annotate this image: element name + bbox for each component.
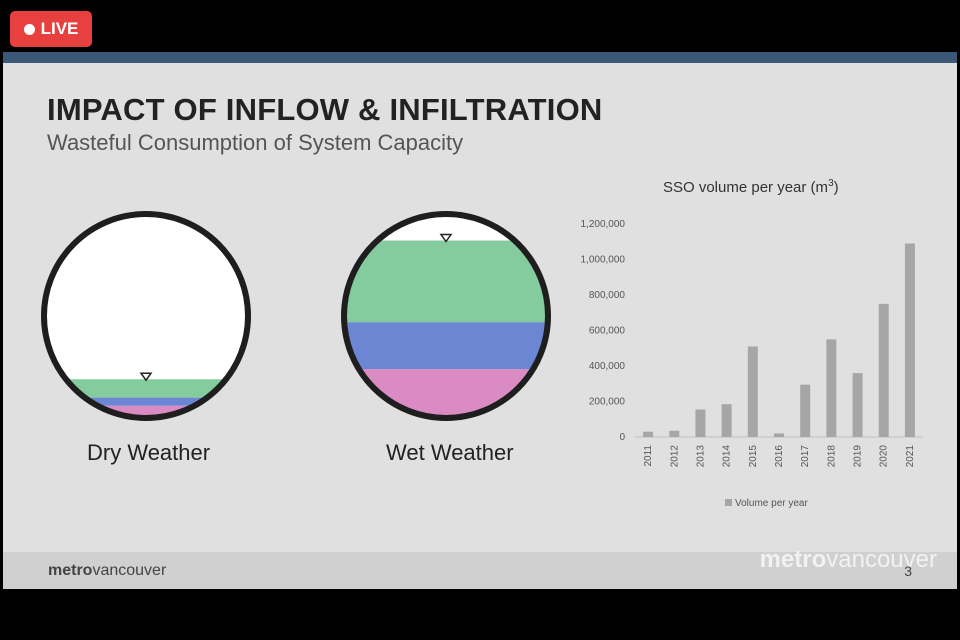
- y-tick-label: 600,000: [589, 326, 626, 337]
- x-tick-label: 2013: [695, 445, 706, 468]
- bar-2014: [721, 404, 732, 437]
- y-tick-label: 1,200,000: [581, 219, 626, 230]
- slide-graphics: 0 200,000 400,000 600,000 800,000 1,000,000 1,…: [41, 211, 923, 509]
- bar-2021: [904, 243, 915, 437]
- bar-2011: [643, 431, 654, 437]
- x-tick-label: 2020: [879, 445, 890, 468]
- pipe-wall-0: [41, 211, 251, 421]
- x-tick-label: 2016: [774, 445, 785, 468]
- y-tick-label: 1,000,000: [581, 255, 626, 266]
- x-tick-label: 2014: [722, 445, 733, 468]
- chart-title: SSO volume per year (m3): [663, 178, 839, 196]
- pipe-1-flow-layer-1: [344, 322, 548, 370]
- x-tick-label: 2015: [748, 445, 759, 468]
- slide-footer: metrovancouver metrovancouver 3: [3, 546, 957, 589]
- pipe-0-flow-layer-1: [44, 397, 248, 406]
- pipe-1-flow-layer-0: [344, 369, 548, 418]
- x-tick-label: 2019: [853, 445, 864, 468]
- live-dot-icon: [23, 23, 35, 35]
- metro-vancouver-logo: metrovancouver: [48, 562, 167, 579]
- bar-2020: [878, 303, 889, 437]
- bar-2019: [852, 373, 863, 437]
- presentation-slide: IMPACT OF INFLOW & INFILTRATION Wasteful…: [3, 52, 957, 589]
- legend-label: Volume per year: [735, 498, 808, 509]
- page-number: 3: [904, 563, 912, 579]
- wet-weather-label: Wet Weather: [386, 440, 514, 465]
- x-tick-label: 2011: [643, 445, 654, 467]
- legend-swatch: [725, 499, 732, 506]
- metro-vancouver-watermark: metrovancouver: [759, 546, 937, 573]
- slide-top-bar: [3, 52, 957, 63]
- dry-weather-label: Dry Weather: [87, 440, 211, 465]
- pipe-interior-0: [44, 214, 248, 418]
- pipe-0-flow-layer-2: [44, 379, 248, 398]
- slide-subtitle: Wasteful Consumption of System Capacity: [47, 130, 464, 155]
- water-level-icon: [139, 372, 153, 382]
- bar-2013: [695, 409, 706, 437]
- water-level-icon: [439, 233, 453, 243]
- live-badge: LIVE: [10, 11, 92, 47]
- bar-2018: [826, 339, 837, 437]
- pipe-1-flow-layer-2: [344, 240, 548, 323]
- x-tick-label: 2018: [826, 445, 837, 468]
- bar-2016: [774, 433, 784, 437]
- y-tick-label: 200,000: [589, 397, 626, 408]
- y-tick-label: 400,000: [589, 361, 626, 372]
- y-tick-label: 800,000: [589, 290, 626, 301]
- x-tick-label: 2021: [905, 445, 916, 468]
- y-tick-label: 0: [619, 432, 625, 443]
- bar-2017: [800, 384, 811, 437]
- bar-2015: [747, 346, 758, 437]
- slide-title: IMPACT OF INFLOW & INFILTRATION: [47, 92, 603, 127]
- bar-2012: [669, 430, 680, 437]
- pipe-wall-1: [341, 211, 551, 421]
- x-tick-label: 2017: [800, 445, 811, 468]
- x-tick-label: 2012: [669, 445, 680, 468]
